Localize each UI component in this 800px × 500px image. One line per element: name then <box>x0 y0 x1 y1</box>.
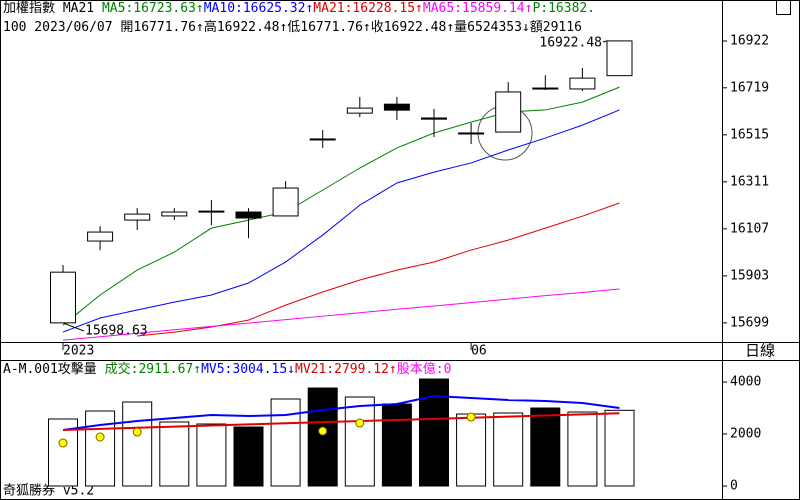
header-line: 100 2023/06/07 開16771.76↑高16922.48↑低1677… <box>3 19 582 35</box>
y-tick-label: 16107 <box>730 221 769 236</box>
candle-body <box>383 103 410 111</box>
volume-bar <box>159 421 190 487</box>
y-tick-label: 16311 <box>730 174 769 189</box>
signal-dot <box>318 426 328 436</box>
candle-body <box>532 87 559 90</box>
candle-body <box>235 211 262 219</box>
signal-dot <box>58 438 68 448</box>
annotation-leader <box>62 322 85 332</box>
header-segment: 股本億:0 <box>397 361 452 377</box>
annotation-leader <box>602 40 607 43</box>
header-segment: MA65:15859.14↑ <box>423 1 533 16</box>
y-tick-label: 2000 <box>730 427 761 442</box>
header-line: 加權指數 MA21 MA5:16723.63↑MA10:16625.32↑MA2… <box>3 1 595 16</box>
candle-body <box>569 77 596 90</box>
signal-dot <box>95 432 105 442</box>
ma-line <box>62 86 620 326</box>
y-tick-label: 15699 <box>730 315 769 330</box>
volume-bar <box>604 409 635 487</box>
ma-line <box>62 394 620 431</box>
candle-body <box>421 117 447 120</box>
candle-body <box>124 213 151 221</box>
candle-body <box>198 210 225 213</box>
header-segment: MA21:16228.15↑ <box>313 1 423 16</box>
volume-bar <box>307 387 338 487</box>
y-tick-label: 16515 <box>730 127 769 142</box>
y-tick-label: 15903 <box>730 268 769 283</box>
volume-bar <box>270 398 301 487</box>
header-segment: MV21:2799.12↑ <box>295 362 397 377</box>
header-line: A-M.001攻擊量 成交:2911.67↑MV5:3004.15↓MV21:2… <box>3 361 451 377</box>
candle-body <box>309 138 336 141</box>
y-tick-label: 16719 <box>730 80 769 95</box>
ma-line <box>62 109 620 333</box>
volume-bar <box>381 403 412 487</box>
volume-bar <box>85 410 116 487</box>
period-label: 日線 <box>745 342 775 360</box>
y-tick-label: 16922 <box>730 34 769 49</box>
candle-body <box>458 132 485 135</box>
x-tick-label: 2023 <box>63 344 94 359</box>
candle-body <box>87 231 114 242</box>
candle-body <box>495 91 522 133</box>
window-button[interactable] <box>776 0 791 15</box>
header-segment: 100 2023/06/07 開16771.76↑高16922.48↑低1677… <box>3 19 582 35</box>
candle-body <box>272 187 299 217</box>
header-segment: 成交:2911.67↑ <box>105 361 201 377</box>
y-tick-label: 4000 <box>730 375 761 390</box>
candle-body <box>161 211 188 217</box>
header-segment: P:16382. <box>532 1 595 16</box>
header-segment: A-M.001攻擊量 <box>3 361 105 377</box>
header-segment: 加權指數 MA21 <box>3 1 102 16</box>
y-tick-label: 0 <box>730 479 738 494</box>
x-tick-label: 06 <box>471 344 487 359</box>
volume-bar <box>456 413 487 487</box>
annotation: 15698.63 <box>85 324 148 339</box>
candle-body <box>50 271 76 324</box>
ma-line <box>62 412 620 432</box>
candle-body <box>606 40 633 77</box>
header-segment: MA5:16723.63↑ <box>102 1 204 16</box>
signal-dot <box>466 412 476 422</box>
volume-bar <box>344 396 375 487</box>
signal-dot <box>355 418 365 428</box>
volume-bar <box>493 412 524 487</box>
header-segment: MV5:3004.15↓ <box>201 362 295 377</box>
volume-bar <box>530 407 561 487</box>
candle-body <box>346 107 373 114</box>
signal-dot <box>132 427 142 437</box>
volume-bar <box>122 401 153 487</box>
header-segment: MA10:16625.32↑ <box>204 1 314 16</box>
volume-bar <box>233 426 264 487</box>
ma-line <box>62 288 620 341</box>
volume-bar <box>567 411 598 487</box>
volume-bar <box>196 423 227 487</box>
annotation: 16922.48 <box>539 36 602 51</box>
